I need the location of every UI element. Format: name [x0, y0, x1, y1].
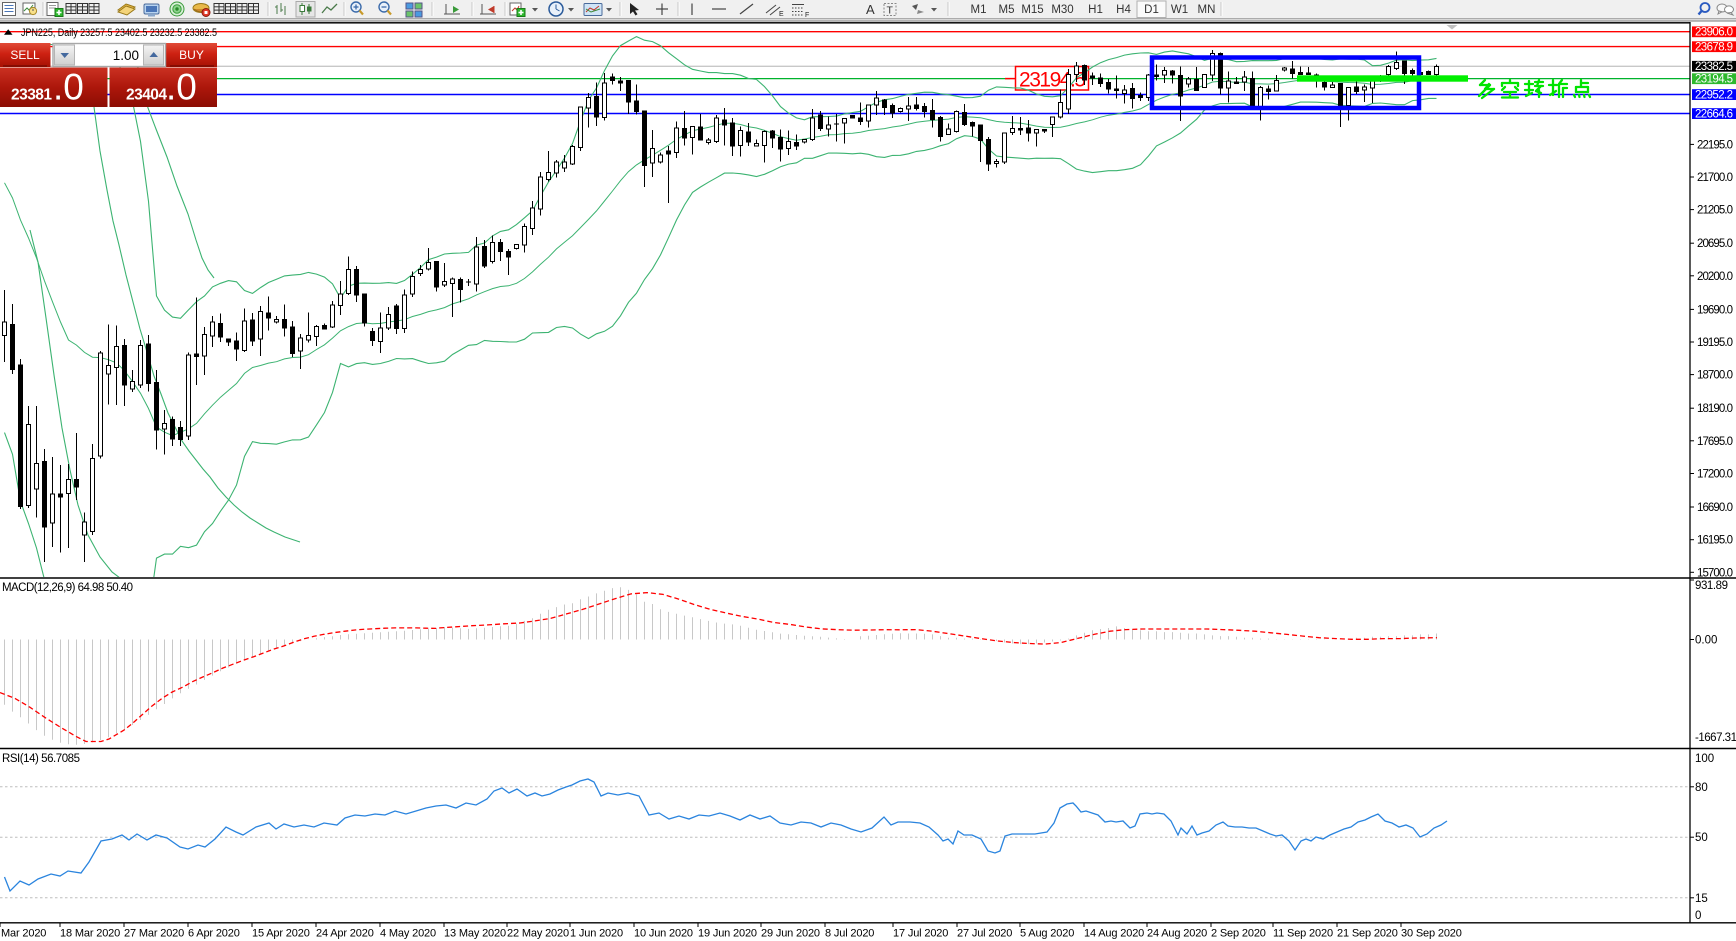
svg-text:23404: 23404: [126, 87, 167, 104]
svg-text:23678.9: 23678.9: [1695, 42, 1733, 54]
svg-text:17695.0: 17695.0: [1697, 436, 1733, 448]
svg-text:1 Jun 2020: 1 Jun 2020: [570, 928, 623, 940]
svg-text:18700.0: 18700.0: [1697, 370, 1733, 382]
svg-text:Mar 2020: Mar 2020: [1, 928, 46, 940]
svg-text:22952.2: 22952.2: [1695, 90, 1733, 102]
svg-text:17 Jul 2020: 17 Jul 2020: [893, 928, 948, 940]
svg-text:13 May 2020: 13 May 2020: [444, 928, 506, 940]
svg-text:8 Jul 2020: 8 Jul 2020: [825, 928, 874, 940]
svg-text:22195.0: 22195.0: [1697, 139, 1733, 151]
svg-text:W1: W1: [1171, 4, 1188, 16]
svg-text:100: 100: [1695, 753, 1714, 765]
svg-text:29 Jun 2020: 29 Jun 2020: [761, 928, 820, 940]
svg-text:21205.0: 21205.0: [1697, 205, 1733, 217]
svg-text:15: 15: [1695, 893, 1708, 905]
svg-text:1.00: 1.00: [113, 48, 139, 63]
svg-text:19690.0: 19690.0: [1697, 304, 1733, 316]
svg-text:11 Sep 2020: 11 Sep 2020: [1273, 928, 1333, 940]
svg-text:27 Jul 2020: 27 Jul 2020: [957, 928, 1012, 940]
svg-text:18 Mar 2020: 18 Mar 2020: [60, 928, 120, 940]
svg-text:4 May 2020: 4 May 2020: [380, 928, 436, 940]
svg-text:T: T: [887, 5, 894, 17]
svg-text:23906.0: 23906.0: [1695, 27, 1733, 39]
svg-text:23382.5: 23382.5: [1695, 61, 1733, 73]
svg-text:23194.5: 23194.5: [1695, 74, 1733, 86]
svg-text:-1667.31: -1667.31: [1695, 732, 1736, 744]
svg-text:19195.0: 19195.0: [1697, 337, 1733, 349]
svg-text:5 Aug 2020: 5 Aug 2020: [1020, 928, 1074, 940]
svg-text:E: E: [779, 11, 784, 18]
svg-text:16690.0: 16690.0: [1697, 502, 1733, 514]
svg-text:24 Apr 2020: 24 Apr 2020: [316, 928, 374, 940]
svg-text:22664.6: 22664.6: [1695, 109, 1733, 121]
svg-text:19 Jun 2020: 19 Jun 2020: [698, 928, 757, 940]
svg-text:18190.0: 18190.0: [1697, 403, 1733, 415]
svg-text:15700.0: 15700.0: [1697, 567, 1733, 579]
svg-text:27 Mar 2020: 27 Mar 2020: [124, 928, 184, 940]
svg-text:MACD(12,26,9) 64.98 50.40: MACD(12,26,9) 64.98 50.40: [2, 582, 133, 594]
svg-text:H1: H1: [1088, 4, 1103, 16]
svg-text:20695.0: 20695.0: [1697, 238, 1733, 250]
svg-text:14 Aug 2020: 14 Aug 2020: [1084, 928, 1144, 940]
svg-text:F: F: [805, 12, 809, 19]
svg-text:H4: H4: [1116, 4, 1131, 16]
svg-text:.0: .0: [166, 67, 197, 108]
svg-text:17200.0: 17200.0: [1697, 469, 1733, 481]
svg-text:10 Jun 2020: 10 Jun 2020: [634, 928, 693, 940]
svg-text:M30: M30: [1051, 4, 1073, 16]
svg-text:50: 50: [1695, 832, 1708, 844]
svg-text:.0: .0: [53, 67, 84, 108]
svg-text:20200.0: 20200.0: [1697, 271, 1733, 283]
svg-text:16195.0: 16195.0: [1697, 535, 1733, 547]
svg-text:M1: M1: [971, 4, 987, 16]
svg-text:M5: M5: [999, 4, 1015, 16]
svg-text:A: A: [866, 2, 875, 17]
svg-text:931.89: 931.89: [1695, 580, 1728, 592]
svg-text:M15: M15: [1021, 4, 1043, 16]
svg-text:0.00: 0.00: [1695, 635, 1717, 647]
svg-text:15 Apr 2020: 15 Apr 2020: [252, 928, 310, 940]
svg-text:23381: 23381: [11, 87, 52, 104]
svg-text:22 May 2020: 22 May 2020: [507, 928, 569, 940]
svg-text:JPN225, Daily 23257.5 23402.5: JPN225, Daily 23257.5 23402.5 23232.5 23…: [21, 27, 217, 39]
svg-text:24 Aug 2020: 24 Aug 2020: [1147, 928, 1207, 940]
svg-text:2 Sep 2020: 2 Sep 2020: [1211, 928, 1266, 940]
svg-text:6 Apr 2020: 6 Apr 2020: [188, 928, 240, 940]
svg-text:21 Sep 2020: 21 Sep 2020: [1337, 928, 1398, 940]
svg-text:80: 80: [1695, 782, 1708, 794]
svg-text:RSI(14) 56.7085: RSI(14) 56.7085: [2, 753, 80, 765]
svg-text:0: 0: [1695, 910, 1701, 922]
svg-text:MN: MN: [1198, 4, 1216, 16]
svg-text:D1: D1: [1144, 4, 1159, 16]
svg-text:SELL: SELL: [10, 48, 40, 62]
svg-text:BUY: BUY: [179, 48, 204, 62]
svg-text:21700.0: 21700.0: [1697, 172, 1733, 184]
svg-text:30 Sep 2020: 30 Sep 2020: [1401, 928, 1462, 940]
